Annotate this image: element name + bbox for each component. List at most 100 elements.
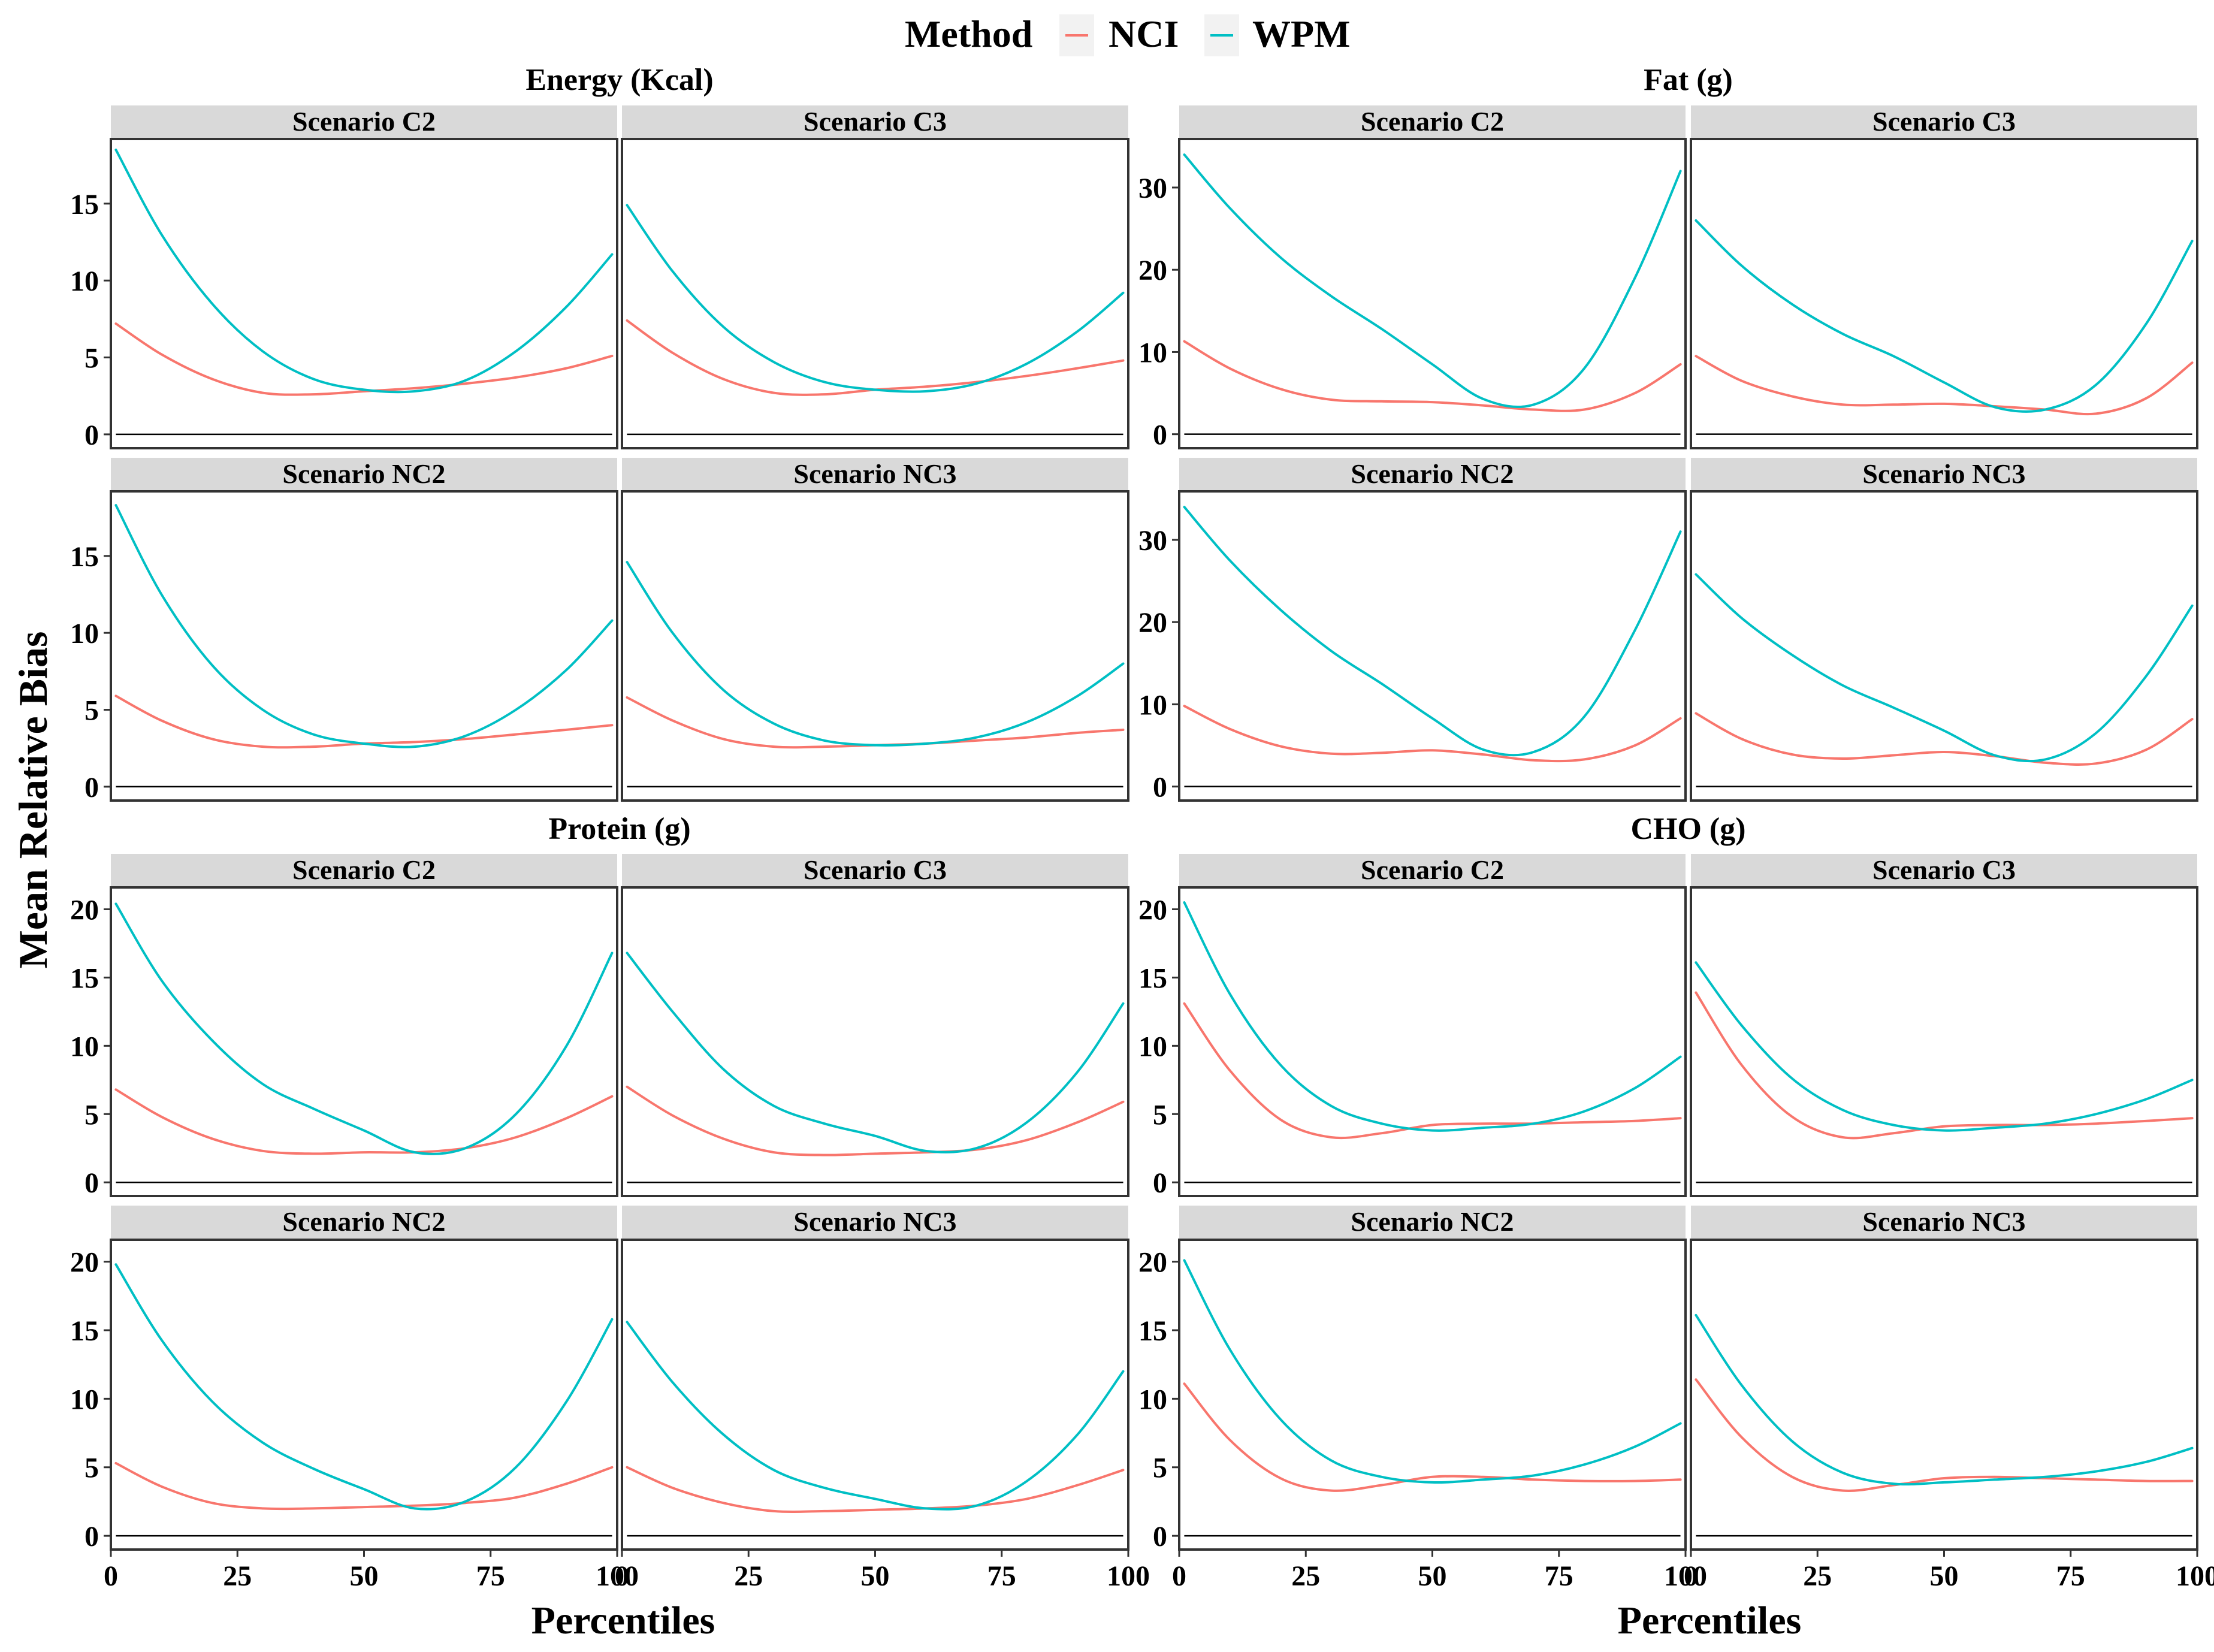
panel-fat-g-scenario-nc2: Scenario NC2 0 10 20 30: [1138, 458, 1687, 804]
y-tick-label: 5: [1153, 1452, 1167, 1484]
panel-energy-kcal-scenario-c2: Scenario C2 0 5 10 15: [70, 105, 618, 451]
strip-label: Scenario NC3: [1862, 458, 2025, 489]
y-tick-label: 0: [1153, 1167, 1167, 1199]
y-tick-label: 10: [70, 618, 99, 650]
panel-cho-g-scenario-c2: Scenario C2 0 5 10 15 20: [1138, 854, 1687, 1199]
strip-label: Scenario NC3: [793, 1206, 956, 1237]
x-tick-label: 50: [350, 1560, 379, 1592]
y-tick-label: 20: [70, 1247, 99, 1279]
strip-label: Scenario C3: [804, 854, 947, 885]
y-tick-label: 30: [1138, 525, 1167, 557]
y-tick-label: 10: [1138, 1031, 1167, 1062]
x-tick-label: 100: [1107, 1560, 1150, 1592]
strip-protein-g-scenario-c3: [622, 854, 1128, 887]
x-tick-label: 100: [1664, 1560, 1707, 1592]
y-tick-label: 0: [84, 772, 99, 804]
strip-energy-kcal-scenario-nc2: [111, 458, 617, 491]
x-tick-label: 25: [734, 1560, 763, 1592]
panel-energy-kcal-scenario-c3: Scenario C3: [621, 105, 1129, 449]
strip-energy-kcal-scenario-c2: [111, 105, 617, 139]
strip-protein-g-scenario-nc2: [111, 1206, 617, 1240]
series-line-nci: [114, 1088, 614, 1155]
chart-title-cho-g: CHO (g): [1630, 812, 1745, 846]
series-line-wpm: [626, 952, 1125, 1153]
series-line-wpm: [1695, 219, 2194, 413]
strip-energy-kcal-scenario-c3: [622, 105, 1128, 139]
x-tick-label: 0: [1172, 1560, 1186, 1592]
series-line-wpm: [1183, 153, 1682, 409]
chart-title-protein-g: Protein (g): [548, 812, 690, 846]
panel-protein-g-scenario-c2: Scenario C2 0 5 10 15 20: [70, 854, 618, 1199]
strip-fat-g-scenario-nc2: [1179, 458, 1686, 491]
x-tick-label: 0: [615, 1560, 629, 1592]
panel-cho-g-scenario-nc3: Scenario NC3 0 25 50 75 100: [1684, 1206, 2214, 1592]
y-tick-label: 5: [1153, 1099, 1167, 1131]
panel-frame: [1178, 490, 1687, 802]
strip-label: Scenario NC3: [1862, 1206, 2025, 1237]
strip-label: Scenario C3: [804, 106, 947, 137]
strip-label: Scenario C2: [1361, 854, 1504, 885]
panel-frame: [110, 138, 618, 449]
series-line-nci: [114, 322, 614, 396]
strip-energy-kcal-scenario-nc3: [622, 458, 1128, 491]
y-tick-label: 15: [70, 189, 99, 221]
y-tick-label: 15: [70, 1315, 99, 1347]
x-axis-title-right: Percentiles: [1618, 1599, 1802, 1642]
y-axis-title: Mean Relative Bias: [10, 632, 56, 969]
series-line-nci: [1695, 991, 2194, 1140]
series-line-nci: [1183, 1382, 1682, 1492]
series-line-wpm: [1183, 506, 1682, 757]
panel-frame: [621, 886, 1129, 1197]
series-line-wpm: [626, 561, 1125, 747]
x-tick-label: 0: [104, 1560, 118, 1592]
y-tick-label: 30: [1138, 173, 1167, 204]
strip-label: Scenario C2: [292, 854, 436, 885]
panel-frame: [1690, 490, 2198, 802]
y-tick-label: 15: [1138, 962, 1167, 994]
series-line-wpm: [114, 902, 614, 1155]
x-tick-label: 50: [1418, 1560, 1447, 1592]
series-line-wpm: [114, 504, 614, 748]
y-tick-label: 0: [84, 1521, 99, 1553]
x-tick-label: 25: [223, 1560, 252, 1592]
y-tick-label: 10: [70, 1031, 99, 1062]
y-tick-label: 10: [70, 1384, 99, 1415]
y-tick-label: 10: [1138, 1384, 1167, 1415]
series-line-wpm: [114, 149, 614, 394]
y-tick-label: 20: [1138, 255, 1167, 286]
x-tick-label: 50: [1930, 1560, 1959, 1592]
y-tick-label: 10: [70, 265, 99, 297]
x-tick-label: 75: [2056, 1560, 2085, 1592]
panel-protein-g-scenario-nc2: Scenario NC2 0 5 10 15 20 0 25 50 75 100: [70, 1206, 639, 1592]
y-tick-label: 10: [1138, 337, 1167, 369]
panel-frame: [1178, 886, 1687, 1197]
series-line-nci: [114, 1461, 614, 1511]
series-line-nci: [1183, 1002, 1682, 1140]
strip-fat-g-scenario-nc3: [1691, 458, 2197, 491]
series-line-wpm: [626, 1321, 1125, 1511]
legend-label-wpm: WPM: [1252, 13, 1351, 55]
x-tick-label: 50: [861, 1560, 890, 1592]
y-tick-label: 20: [1138, 607, 1167, 639]
x-tick-label: 75: [987, 1560, 1016, 1592]
strip-protein-g-scenario-c2: [111, 854, 617, 887]
panel-fat-g-scenario-c3: Scenario C3: [1690, 105, 2198, 449]
x-tick-label: 100: [2176, 1560, 2214, 1592]
panel-frame: [110, 1239, 618, 1551]
strip-label: Scenario NC3: [793, 458, 956, 489]
panel-energy-kcal-scenario-nc3: Scenario NC3: [621, 458, 1129, 802]
panel-energy-kcal-scenario-nc2: Scenario NC2 0 5 10 15: [70, 458, 618, 804]
y-tick-label: 5: [84, 1452, 99, 1484]
y-tick-label: 5: [84, 1099, 99, 1131]
y-tick-label: 5: [84, 343, 99, 375]
y-tick-label: 15: [1138, 1315, 1167, 1347]
panel-fat-g-scenario-c2: Scenario C2 0 10 20 30: [1138, 105, 1687, 451]
y-tick-label: 0: [1153, 772, 1167, 804]
panel-frame: [110, 490, 618, 802]
y-tick-label: 0: [1153, 419, 1167, 451]
panel-frame: [1690, 138, 2198, 449]
panel-protein-g-scenario-nc3: Scenario NC3 0 25 50 75 100: [615, 1206, 1150, 1592]
y-tick-label: 20: [1138, 1247, 1167, 1279]
